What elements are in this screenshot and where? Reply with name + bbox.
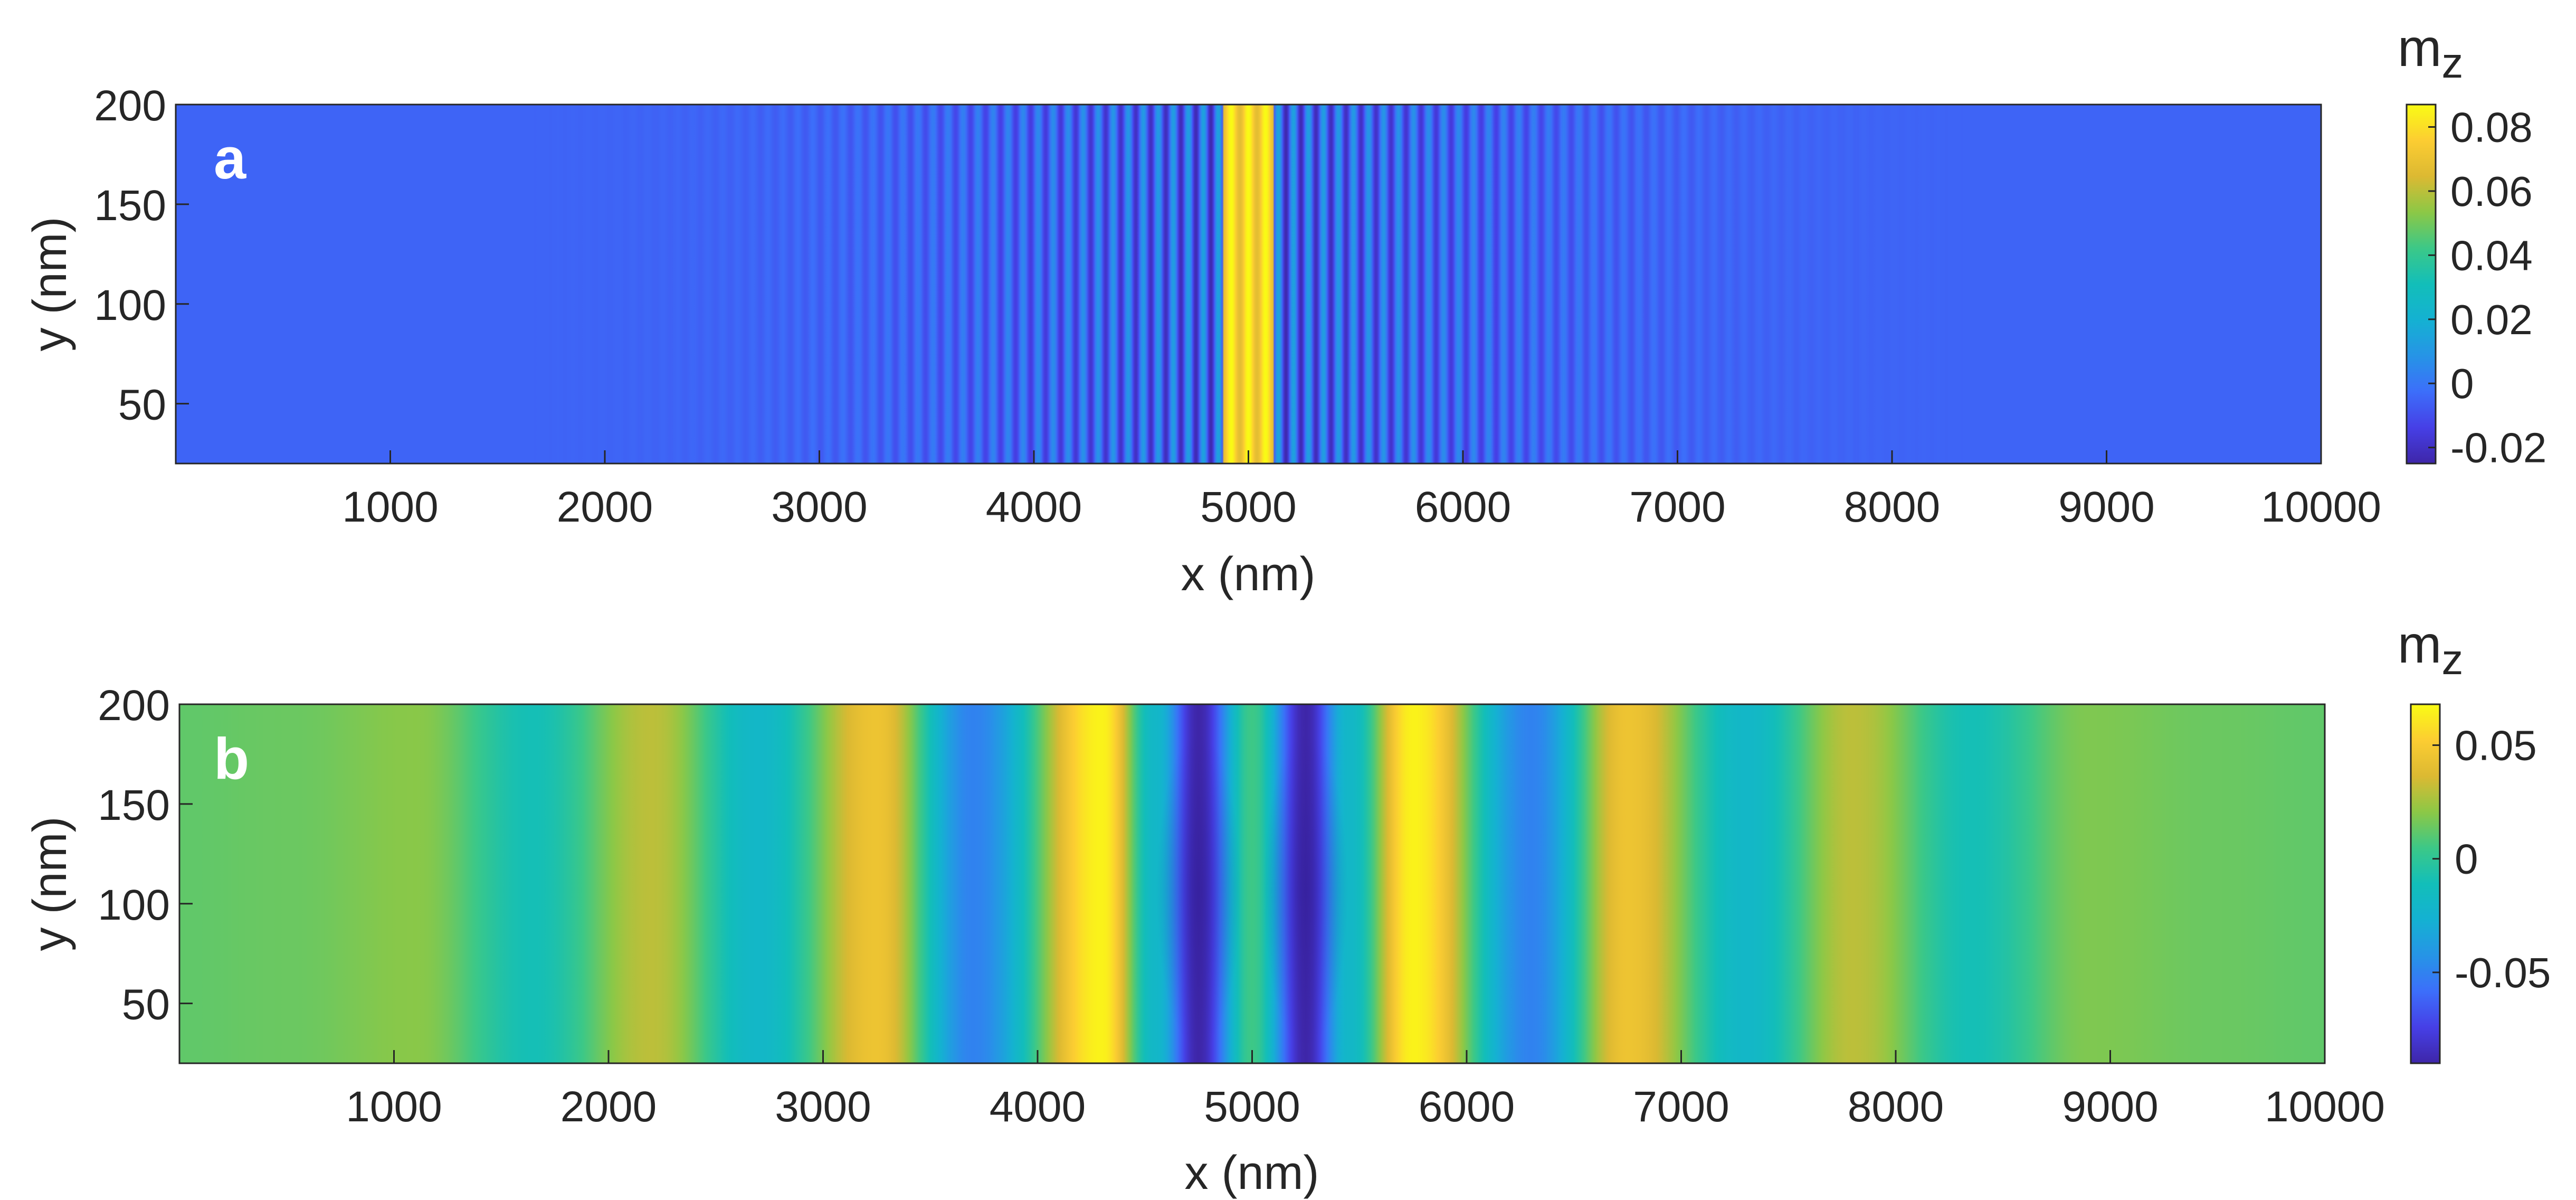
heatmap-b	[178, 703, 2326, 1064]
colorbar-a-gradient	[2406, 103, 2437, 465]
x-tick-label: 10000	[2265, 1083, 2385, 1131]
x-axis-label-b: x (nm)	[1185, 1147, 1319, 1199]
x-tick-label: 5000	[1200, 483, 1296, 531]
x-tick-label: 6000	[1419, 1083, 1515, 1131]
x-tick-label: 1000	[342, 483, 438, 531]
y-axis-b: 50 100 150 200	[98, 682, 193, 1029]
y-tick-label: 200	[94, 82, 166, 130]
colorbar-tick-label: 0.06	[2450, 168, 2533, 215]
panel-a: a 50 100 150 200 1000 2000 3000 4000 5000 6000 70…	[24, 18, 2546, 601]
x-tick-label: 2000	[560, 1083, 657, 1131]
y-axis-label-b: y (nm)	[24, 817, 77, 951]
colorbar-tick-label: 0.08	[2450, 104, 2533, 151]
colorbar-tick-label: 0.04	[2450, 232, 2533, 279]
y-tick-label: 50	[122, 981, 170, 1029]
colorbar-b-ticks: -0.05 0 0.05	[2432, 722, 2551, 996]
colorbar-b-title-main: m	[2398, 615, 2441, 674]
colorbar-tick-label: 0	[2455, 836, 2478, 883]
x-tick-label: 9000	[2058, 483, 2154, 531]
colorbar-b: -0.05 0 0.05 mz	[2398, 615, 2551, 1064]
colorbar-tick-label: 0.02	[2450, 296, 2533, 343]
x-tick-label: 9000	[2062, 1083, 2158, 1131]
x-tick-label: 1000	[346, 1083, 442, 1131]
panel-label-b: b	[214, 726, 249, 791]
x-axis-label-a: x (nm)	[1181, 548, 1316, 601]
colorbar-tick-label: 0	[2450, 360, 2474, 407]
colorbar-b-gradient	[2410, 703, 2441, 1064]
x-tick-label: 3000	[771, 483, 867, 531]
y-tick-label: 100	[94, 281, 166, 329]
colorbar-tick-label: -0.02	[2450, 424, 2546, 471]
y-axis-a: 50 100 150 200	[94, 82, 189, 429]
colorbar-a: -0.02 0 0.02 0.04 0.06 0.08 mz	[2398, 18, 2546, 471]
heatmap-a	[175, 103, 2322, 465]
x-axis-a: 1000 2000 3000 4000 5000 6000 7000 8000 9000 1000…	[342, 450, 2381, 531]
y-tick-label: 100	[98, 881, 170, 929]
colorbar-a-title-main: m	[2398, 18, 2441, 78]
y-tick-label: 200	[98, 682, 170, 730]
y-tick-label: 50	[118, 381, 166, 429]
colorbar-b-title-sub: z	[2441, 636, 2463, 684]
heatmap-b-minimum-shade	[1263, 732, 1348, 1050]
colorbar-a-ticks: -0.02 0 0.02 0.04 0.06 0.08	[2428, 104, 2546, 471]
x-axis-b: 1000 2000 3000 4000 5000 6000 7000 8000 9000 1000…	[346, 1050, 2385, 1131]
x-tick-label: 4000	[990, 1083, 1086, 1131]
x-tick-label: 5000	[1204, 1083, 1300, 1131]
colorbar-tick-label: -0.05	[2455, 949, 2551, 996]
y-axis-label-a: y (nm)	[24, 217, 77, 352]
x-tick-label: 7000	[1629, 483, 1725, 531]
x-tick-label: 8000	[1848, 1083, 1944, 1131]
colorbar-a-title: mz	[2398, 18, 2463, 87]
colorbar-b-title: mz	[2398, 615, 2463, 684]
colorbar-a-title-sub: z	[2441, 39, 2463, 87]
x-tick-label: 2000	[557, 483, 653, 531]
heatmap-b-plot-area	[179, 704, 2325, 1063]
x-tick-label: 4000	[986, 483, 1082, 531]
panel-label-a: a	[214, 126, 246, 191]
y-tick-label: 150	[98, 781, 170, 829]
x-tick-label: 8000	[1844, 483, 1940, 531]
colorbar-tick-label: 0.05	[2455, 722, 2537, 769]
x-tick-label: 7000	[1633, 1083, 1729, 1131]
y-tick-label: 150	[94, 182, 166, 230]
x-tick-label: 10000	[2261, 483, 2381, 531]
x-tick-label: 3000	[775, 1083, 871, 1131]
x-tick-label: 6000	[1415, 483, 1511, 531]
panel-b: b 50 100 150 200 1000 2000 3000 4000 5000 6000 70…	[24, 615, 2551, 1199]
heatmap-b-minimum-shade	[1156, 732, 1241, 1050]
heatmap-a-plot-area	[176, 105, 2321, 464]
